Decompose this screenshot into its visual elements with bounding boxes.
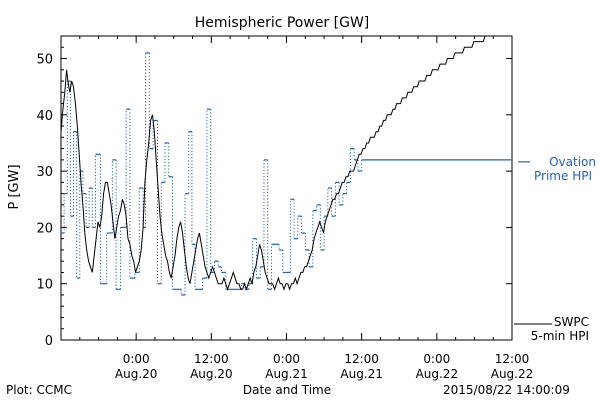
x-tick-label-date: Aug.20 xyxy=(190,367,233,381)
chart-title: Hemispheric Power [GW] xyxy=(195,15,370,31)
x-tick-label-time: 0:00 xyxy=(273,352,300,366)
x-tick-label-time: 0:00 xyxy=(423,352,450,366)
x-tick-label-time: 12:00 xyxy=(194,352,229,366)
y-tick-label: 40 xyxy=(36,109,53,124)
x-tick-label-time: 12:00 xyxy=(344,352,379,366)
plot-frame xyxy=(60,35,513,341)
y-tick-label: 10 xyxy=(36,278,53,293)
x-tick-label-date: Aug.21 xyxy=(265,367,308,381)
x-axis-label: Date and Time xyxy=(243,383,331,397)
legend-swpc-label-line1: SWPC xyxy=(554,315,589,329)
swpc-hpi-line xyxy=(60,35,510,291)
y-tick-label: 0 xyxy=(45,334,53,349)
legend-ovation-label-line1: Ovation xyxy=(549,155,596,169)
x-tick-label-date: Aug.21 xyxy=(340,367,383,381)
footer-right: 2015/08/22 14:00:09 xyxy=(443,383,570,397)
legend-ovation-label-line2: Prime HPI xyxy=(534,169,592,183)
legend-swpc-label-line2: 5-min HPI xyxy=(531,329,589,343)
x-tick-label-date: Aug.22 xyxy=(491,367,534,381)
x-tick-label-time: 12:00 xyxy=(495,352,530,366)
x-tick-label-date: Aug.20 xyxy=(115,367,158,381)
y-tick-label: 50 xyxy=(36,53,53,68)
y-tick-label: 20 xyxy=(36,221,53,236)
x-tick-label-time: 0:00 xyxy=(123,352,150,366)
footer-left: Plot: CCMC xyxy=(6,383,72,397)
y-axis-label: P [GW] xyxy=(7,164,22,209)
y-tick-label: 30 xyxy=(36,165,53,180)
x-tick-label-date: Aug.22 xyxy=(416,367,459,381)
